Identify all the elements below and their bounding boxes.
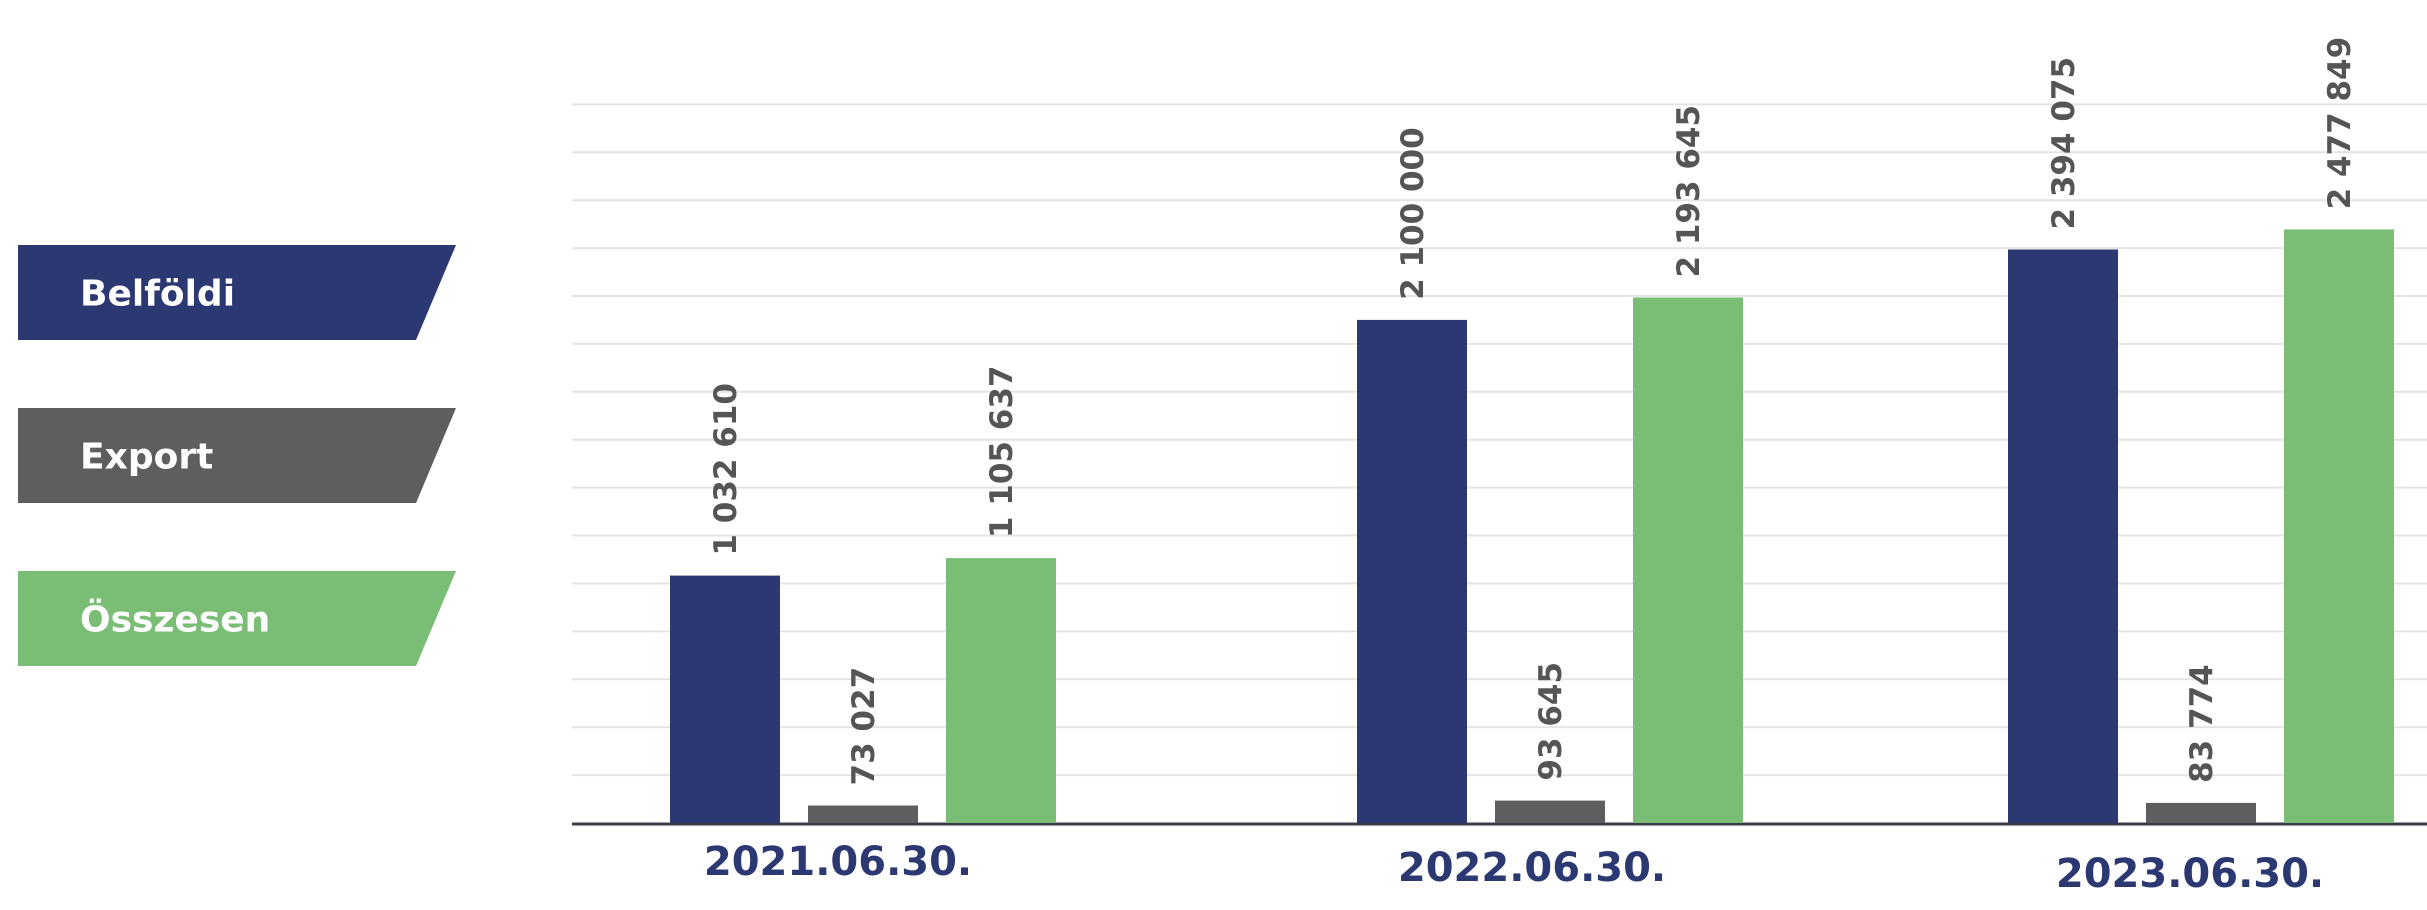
legend-label-belfoldi: Belföldi [80, 274, 235, 315]
bar-export-2 [1495, 800, 1605, 823]
value-label-export-3: 83 774 [2184, 664, 2220, 783]
value-label-export-2: 93 645 [1533, 662, 1569, 781]
value-label-osszesen-3: 2 477 849 [2322, 37, 2358, 210]
value-label-belfoldi-2: 2 100 000 [1395, 127, 1431, 300]
bar-belfoldi-3 [2008, 249, 2118, 823]
bar-belfoldi-1 [670, 575, 780, 823]
bar-osszesen-1 [946, 558, 1056, 823]
category-label-3: 2023.06.30. [2056, 851, 2324, 897]
value-label-belfoldi-3: 2 394 075 [2046, 57, 2082, 230]
bar-export-3 [2146, 802, 2256, 823]
value-labels: 1 032 610 73 027 1 105 637 2 100 000 93 645 2… [708, 37, 2358, 786]
value-label-export-1: 73 027 [846, 667, 882, 786]
bars [670, 229, 2394, 823]
legend-swatch-belfoldi [18, 245, 456, 340]
bar-export-1 [808, 805, 918, 823]
category-label-1: 2021.06.30. [704, 839, 972, 885]
legend-label-export: Export [80, 437, 213, 478]
value-label-osszesen-2: 2 193 645 [1671, 105, 1707, 278]
value-label-belfoldi-1: 1 032 610 [708, 383, 744, 556]
legend: Belföldi Export Összesen [18, 245, 456, 666]
legend-swatch-export [18, 408, 456, 503]
legend-item-osszesen: Összesen [18, 571, 456, 666]
bar-belfoldi-2 [1357, 319, 1467, 823]
bar-osszesen-2 [1633, 297, 1743, 823]
legend-swatch-osszesen [18, 571, 456, 666]
value-label-osszesen-1: 1 105 637 [984, 366, 1020, 539]
legend-label-osszesen: Összesen [80, 599, 270, 641]
bar-osszesen-3 [2284, 229, 2394, 823]
legend-item-belfoldi: Belföldi [18, 245, 456, 340]
category-label-2: 2022.06.30. [1398, 845, 1666, 891]
legend-item-export: Export [18, 408, 456, 503]
category-labels: 2021.06.30. 2022.06.30. 2023.06.30. [704, 839, 2324, 897]
